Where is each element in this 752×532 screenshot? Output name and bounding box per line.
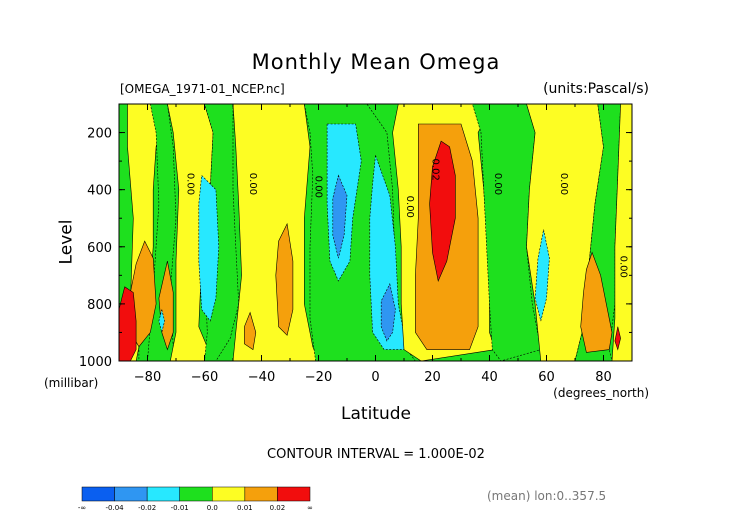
contour-region-001_002 <box>130 240 157 348</box>
y-tick-label: 800 <box>87 298 112 313</box>
chart-title: Monthly Mean Omega <box>251 50 501 74</box>
colorbar-swatch <box>81 486 115 502</box>
x-tick-label: 0 <box>371 370 379 385</box>
contour-interval-label: CONTOUR INTERVAL = 1.000E-02 <box>267 447 485 462</box>
colorbar-swatch <box>146 486 180 502</box>
colorbar-label: -0.04 <box>106 504 125 512</box>
colorbar-swatch <box>277 486 311 502</box>
contour-label: 0.00 <box>313 176 324 198</box>
y-axis-label: Level <box>56 219 77 265</box>
colorbar-swatch <box>244 486 278 502</box>
x-tick-label: −40 <box>248 370 275 385</box>
colorbar-label: 0.02 <box>270 504 286 512</box>
colorbar-label: 0.0 <box>207 504 218 512</box>
contour-region-m04_m02 <box>380 283 396 342</box>
contour-label: 0.00 <box>184 173 195 195</box>
contour-region-m02_m01 <box>369 155 408 350</box>
y-axis: 200 400 600 800 1000 <box>79 103 632 370</box>
contour-region-gt_002 <box>429 140 456 283</box>
contour-label: 0.00 <box>404 196 415 218</box>
colorbar: -∞ -0.04 -0.02 -0.01 0.0 0.01 0.02 ∞ <box>78 486 313 512</box>
contour-region-m02_m01 <box>158 309 165 333</box>
contour-region-m04_m02 <box>332 174 348 259</box>
x-tick-label: 40 <box>481 370 498 385</box>
x-tick-label: −80 <box>134 370 161 385</box>
mean-label: (mean) lon:0..357.5 <box>487 489 607 503</box>
contour-region-001_002 <box>244 311 257 351</box>
contour-region-gt_002 <box>614 326 621 351</box>
colorbar-label: -0.02 <box>138 504 156 512</box>
contour-label: 0.00 <box>558 173 569 195</box>
contour-region-001_002 <box>275 222 294 336</box>
contour-region-m01_0 <box>472 104 542 361</box>
colorbar-label: ∞ <box>307 504 313 512</box>
contour-region-0_001 <box>232 104 319 361</box>
colorbar-swatch <box>212 486 246 502</box>
contour-region-0_001 <box>611 104 632 361</box>
units-label: (units:Pascal/s) <box>543 81 649 97</box>
x-tick-label: 20 <box>424 370 441 385</box>
contour-label: 0.02 <box>430 159 441 181</box>
contour-label: 0.00 <box>247 173 258 195</box>
contour-region-m02_m01 <box>534 229 550 322</box>
x-tick-label: −20 <box>305 370 332 385</box>
x-tick-label: −60 <box>191 370 218 385</box>
contour-labels: 0.00 0.00 0.00 0.00 0.02 0.00 0.00 0.00 <box>184 159 628 278</box>
x-tick-label: 60 <box>538 370 555 385</box>
colorbar-label: -0.01 <box>171 504 189 512</box>
y-tick-label: 200 <box>87 127 112 142</box>
x-axis-label: Latitude <box>341 404 411 424</box>
contour-region-gt_002 <box>119 286 137 361</box>
contour-region-m02_m01 <box>198 174 220 322</box>
colorbar-label: 0.01 <box>237 504 253 512</box>
contour-region-001_002 <box>580 251 613 353</box>
x-axis-units: (degrees_north) <box>553 386 649 400</box>
y-axis-units: (millibar) <box>44 376 99 390</box>
contour-label: 0.00 <box>618 256 629 278</box>
file-label: [OMEGA_1971-01_NCEP.nc] <box>120 82 285 96</box>
y-tick-label: 400 <box>87 184 112 199</box>
y-tick-label: 600 <box>87 241 112 256</box>
contour-label: 0.00 <box>492 173 503 195</box>
colorbar-label: -∞ <box>78 504 86 512</box>
contour-regions <box>119 104 632 361</box>
y-tick-label: 1000 <box>79 355 112 370</box>
x-tick-label: 80 <box>595 370 612 385</box>
colorbar-swatch <box>114 486 148 502</box>
colorbar-swatch <box>179 486 213 502</box>
